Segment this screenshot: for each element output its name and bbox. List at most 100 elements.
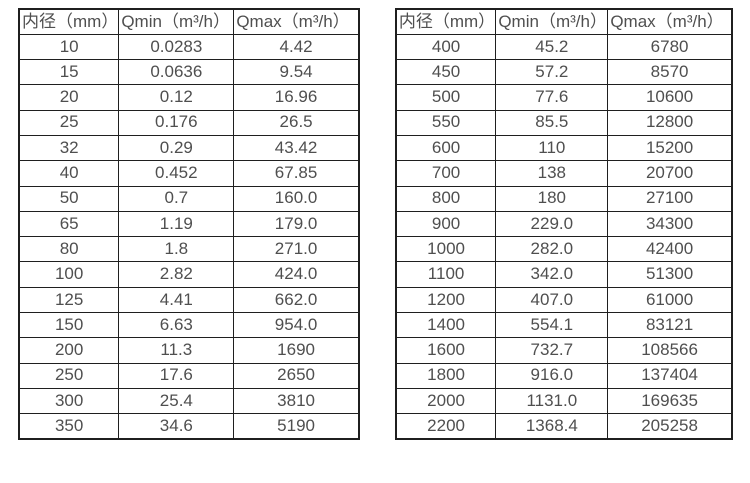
- table-cell: 10600: [607, 84, 733, 111]
- column-header: Qmin（m³/h）: [495, 8, 609, 35]
- table-cell: 83121: [607, 312, 733, 339]
- table-row: 150 6.63 954.0: [18, 312, 360, 339]
- flow-rate-table-large-diameters: 内径（mm） Qmin（m³/h） Qmax（m³/h） 400 45.2 6780 45…: [394, 8, 733, 441]
- table-cell: 1000: [395, 236, 497, 263]
- table-row: 2200 1368.4 205258: [395, 413, 733, 440]
- table-cell: 282.0: [495, 236, 609, 263]
- table-row: 20 0.12 16.96: [18, 84, 360, 111]
- table-cell: 20: [18, 84, 120, 111]
- table-cell: 25.4: [118, 387, 235, 415]
- table-cell: 27100: [607, 185, 733, 212]
- table-cell: 32: [18, 134, 120, 162]
- table-cell: 342.0: [495, 261, 609, 288]
- table-cell: 6780: [607, 33, 733, 61]
- table-cell: 350: [18, 413, 120, 440]
- table-cell: 43.42: [233, 134, 360, 162]
- table-cell: 0.452: [118, 160, 235, 187]
- table-row: 600 110 15200: [395, 134, 733, 162]
- table-cell: 0.7: [118, 185, 235, 212]
- table-row: 1200 407.0 61000: [395, 286, 733, 314]
- table-row: 200 11.3 1690: [18, 337, 360, 364]
- table-cell: 424.0: [233, 261, 360, 288]
- table-row: 800 180 27100: [395, 185, 733, 212]
- table-row: 80 1.8 271.0: [18, 236, 360, 263]
- table-cell: 1368.4: [495, 413, 609, 440]
- table-cell: 4.41: [118, 286, 235, 314]
- table-row: 300 25.4 3810: [18, 387, 360, 415]
- table-cell: 1.8: [118, 236, 235, 263]
- table-cell: 3810: [233, 387, 360, 415]
- table-cell: 179.0: [233, 210, 360, 238]
- table-cell: 8570: [607, 59, 733, 86]
- table-cell: 400: [395, 33, 497, 61]
- table-cell: 12800: [607, 109, 733, 136]
- table-cell: 1690: [233, 337, 360, 364]
- table-cell: 51300: [607, 261, 733, 288]
- table-cell: 1600: [395, 337, 497, 364]
- table-cell: 40: [18, 160, 120, 187]
- table-cell: 1200: [395, 286, 497, 314]
- table-row: 125 4.41 662.0: [18, 286, 360, 314]
- page: 内径（mm） Qmin（m³/h） Qmax（m³/h） 10 0.0283 4.42 1…: [18, 8, 733, 441]
- table-cell: 5190: [233, 413, 360, 440]
- table-cell: 1100: [395, 261, 497, 288]
- table-cell: 17.6: [118, 362, 235, 389]
- table-cell: 6.63: [118, 312, 235, 339]
- table-cell: 407.0: [495, 286, 609, 314]
- table-cell: 42400: [607, 236, 733, 263]
- table-cell: 205258: [607, 413, 733, 440]
- table-cell: 45.2: [495, 33, 609, 61]
- table-cell: 600: [395, 134, 497, 162]
- table-row: 32 0.29 43.42: [18, 134, 360, 162]
- table-row: 25 0.176 26.5: [18, 109, 360, 136]
- table-cell: 450: [395, 59, 497, 86]
- table-cell: 108566: [607, 337, 733, 364]
- table-cell: 1131.0: [495, 387, 609, 415]
- table-cell: 550: [395, 109, 497, 136]
- table-cell: 10: [18, 33, 120, 61]
- table-cell: 0.0636: [118, 59, 235, 86]
- table-cell: 700: [395, 160, 497, 187]
- table-cell: 0.176: [118, 109, 235, 136]
- table-cell: 85.5: [495, 109, 609, 136]
- table-cell: 169635: [607, 387, 733, 415]
- table-row: 1100 342.0 51300: [395, 261, 733, 288]
- header-row: 内径（mm） Qmin（m³/h） Qmax（m³/h）: [18, 8, 360, 35]
- table-cell: 20700: [607, 160, 733, 187]
- table-cell: 57.2: [495, 59, 609, 86]
- table-row: 550 85.5 12800: [395, 109, 733, 136]
- column-header: Qmax（m³/h）: [233, 8, 360, 35]
- table-cell: 80: [18, 236, 120, 263]
- table-row: 40 0.452 67.85: [18, 160, 360, 187]
- table-cell: 200: [18, 337, 120, 364]
- table-cell: 0.29: [118, 134, 235, 162]
- table-row: 450 57.2 8570: [395, 59, 733, 86]
- table-cell: 0.0283: [118, 33, 235, 61]
- table-cell: 16.96: [233, 84, 360, 111]
- table-cell: 180: [495, 185, 609, 212]
- table-cell: 662.0: [233, 286, 360, 314]
- table-cell: 138: [495, 160, 609, 187]
- table-cell: 77.6: [495, 84, 609, 111]
- table-cell: 916.0: [495, 362, 609, 389]
- table-cell: 61000: [607, 286, 733, 314]
- table-cell: 1400: [395, 312, 497, 339]
- table-cell: 554.1: [495, 312, 609, 339]
- table-row: 100 2.82 424.0: [18, 261, 360, 288]
- table-row: 2000 1131.0 169635: [395, 387, 733, 415]
- table-row: 50 0.7 160.0: [18, 185, 360, 212]
- table-cell: 34300: [607, 210, 733, 238]
- table-row: 900 229.0 34300: [395, 210, 733, 238]
- table-cell: 800: [395, 185, 497, 212]
- header-row: 内径（mm） Qmin（m³/h） Qmax（m³/h）: [395, 8, 733, 35]
- table-row: 1400 554.1 83121: [395, 312, 733, 339]
- table-cell: 0.12: [118, 84, 235, 111]
- table-row: 350 34.6 5190: [18, 413, 360, 440]
- table-row: 700 138 20700: [395, 160, 733, 187]
- table-cell: 300: [18, 387, 120, 415]
- column-header: Qmin（m³/h）: [118, 8, 235, 35]
- table-cell: 2.82: [118, 261, 235, 288]
- table-row: 400 45.2 6780: [395, 33, 733, 61]
- table-cell: 2000: [395, 387, 497, 415]
- table-cell: 65: [18, 210, 120, 238]
